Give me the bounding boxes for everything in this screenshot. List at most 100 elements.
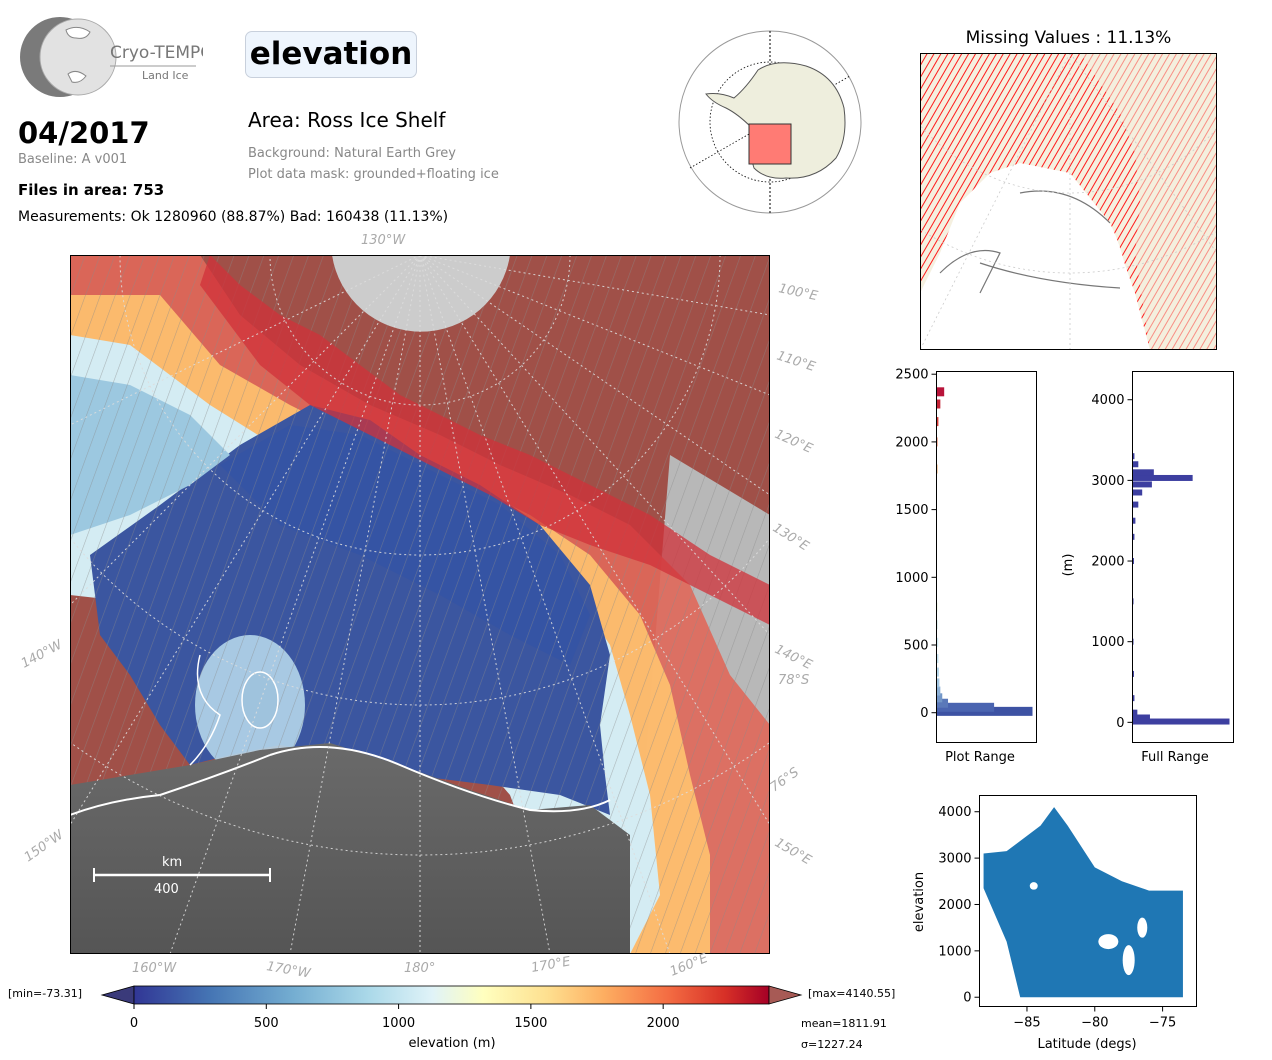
variable-badge: elevation xyxy=(245,31,417,78)
lon-label-180: 180° xyxy=(404,961,435,976)
hist-full-bar xyxy=(1132,533,1135,540)
lon-label-170e: 170°E xyxy=(530,954,572,976)
scale-unit: km xyxy=(162,855,182,870)
hist-full-bar xyxy=(1132,481,1152,488)
scatter-gap xyxy=(1122,945,1135,976)
hist-plot-bar xyxy=(936,698,949,708)
hist-plot-bar xyxy=(936,637,939,647)
hist-plot-bar xyxy=(936,702,995,712)
colorbar-sigma: σ=1227.24 xyxy=(801,1038,863,1051)
scatter-xlabel: Latitude (degs) xyxy=(1037,1037,1136,1052)
scale-value: 400 xyxy=(154,882,179,897)
colorbar-label: elevation (m) xyxy=(408,1036,496,1051)
hist-full-xlabel: Full Range xyxy=(1141,750,1209,765)
missing-values-map xyxy=(789,0,1272,351)
hist-plot-bar xyxy=(936,399,941,409)
hist-plot-bar xyxy=(936,417,939,427)
hist-plot-xlabel: Plot Range xyxy=(945,750,1015,765)
hist-full-bar xyxy=(1132,709,1138,716)
logo-title: Cryo-TEMPO xyxy=(110,43,203,63)
colorbar-min-label: [min=-73.31] xyxy=(8,987,83,1000)
lon-label-130w: 130°W xyxy=(361,233,406,248)
colorbar-tick: 0 xyxy=(130,1016,138,1031)
lon-label-100e: 100°E xyxy=(777,281,820,304)
cryo-tempo-logo: Cryo-TEMPO Land Ice xyxy=(18,16,214,100)
hist-plot-ytick: 500 xyxy=(904,639,929,654)
scatter-ylabel: elevation xyxy=(912,872,927,932)
hist-full-bar xyxy=(1132,474,1193,481)
hist-plot-ytick: 2500 xyxy=(895,368,928,383)
lat-label-76s: 76°S xyxy=(768,765,802,795)
scatter-gap xyxy=(1137,917,1148,938)
colorbar-over-arrow xyxy=(768,985,803,1005)
colorbar-tick: 2000 xyxy=(647,1016,680,1031)
scatter-ytick: 0 xyxy=(963,991,971,1006)
elevation-map: km 400 xyxy=(0,0,1021,955)
hist-full-bar xyxy=(1132,489,1143,496)
hist-full-bar xyxy=(1132,461,1139,468)
baseline-label: Baseline: A v001 xyxy=(18,152,128,167)
lon-label-160w: 160°W xyxy=(132,961,177,976)
lon-label-170w: 170°W xyxy=(265,959,312,982)
elevation-colorbar: 0 500 1000 1500 2000 xyxy=(100,984,805,1034)
hist-full-ylabel: (m) xyxy=(1061,554,1076,577)
lat-label-78s: 78°S xyxy=(778,673,809,688)
hist-plot-bar xyxy=(936,654,939,664)
scatter-xtick: −80 xyxy=(1081,1016,1108,1031)
scatter-xtick: −85 xyxy=(1013,1016,1040,1031)
lon-label-150e: 150°E xyxy=(772,835,814,868)
missing-values-title: Missing Values : 11.13% xyxy=(965,28,1172,48)
files-in-area: Files in area: 753 xyxy=(18,181,165,199)
hist-plot-bar xyxy=(936,602,938,612)
hist-full-bar xyxy=(1132,695,1135,702)
hist-plot-ytick: 1000 xyxy=(895,571,928,586)
lon-label-150w: 150°W xyxy=(22,827,68,865)
hist-full-ytick: 1000 xyxy=(1091,635,1124,650)
scatter-ytick: 2000 xyxy=(938,898,971,913)
hist-full-ytick: 4000 xyxy=(1091,393,1124,408)
hist-plot-bar xyxy=(936,693,943,703)
hist-plot-ytick: 2000 xyxy=(895,435,928,450)
hist-plot-bar xyxy=(936,686,941,696)
scatter-ytick: 3000 xyxy=(938,852,971,867)
elevation-latitude-scatter: −85 −80 −75 0 1000 2000 3000 4000 elevation Lat… xyxy=(905,790,1205,1055)
hist-full-ytick: 3000 xyxy=(1091,474,1124,489)
hist-plot-ytick: 0 xyxy=(920,706,928,721)
hist-full-bar xyxy=(1132,558,1134,565)
lon-label-160e: 160°E xyxy=(668,951,711,980)
area-name: Area: Ross Ice Shelf xyxy=(248,108,446,132)
scatter-gap xyxy=(1098,934,1119,950)
hist-full-bar xyxy=(1132,718,1230,725)
colorbar-tick: 500 xyxy=(254,1016,279,1031)
colorbar-mean: mean=1811.91 xyxy=(801,1017,887,1030)
colorbar-under-arrow xyxy=(100,985,135,1005)
hist-full-ytick: 2000 xyxy=(1091,555,1124,570)
hist-full-bar xyxy=(1132,670,1134,677)
hist-full-ytick: 0 xyxy=(1116,716,1124,731)
scatter-ytick: 1000 xyxy=(938,944,971,959)
scatter-point-cloud xyxy=(983,807,1183,998)
background-info: Background: Natural Earth Grey xyxy=(248,146,456,161)
lon-label-110e: 110°E xyxy=(775,349,818,376)
scatter-xtick: −75 xyxy=(1149,1016,1176,1031)
hist-full-bar xyxy=(1132,517,1136,524)
hist-full-bar xyxy=(1132,714,1150,721)
lon-label-120e: 120°E xyxy=(772,427,815,457)
hist-full-bar xyxy=(1132,501,1139,508)
mask-info: Plot data mask: grounded+floating ice xyxy=(248,167,499,182)
colorbar-max-label: [max=4140.55] xyxy=(808,987,896,1000)
histogram-plot-range: 0 500 1000 1500 2000 2500 Plot Range xyxy=(880,365,1060,770)
scatter-gap xyxy=(1029,882,1038,890)
hist-plot-bar xyxy=(936,678,940,688)
hist-plot-bar xyxy=(936,387,945,397)
hist-full-bar xyxy=(1132,453,1135,460)
colorbar-tick: 1000 xyxy=(382,1016,415,1031)
measurements-summary: Measurements: Ok 1280960 (88.87%) Bad: 1… xyxy=(18,209,449,225)
histogram-full-range: 0 1000 2000 3000 4000 (m) Full Range xyxy=(1060,365,1240,770)
period-date: 04/2017 xyxy=(18,116,150,150)
colorbar-tick: 1500 xyxy=(514,1016,547,1031)
hist-plot-bar xyxy=(936,620,938,630)
hist-plot-ytick: 1500 xyxy=(895,503,928,518)
scatter-ytick: 4000 xyxy=(938,805,971,820)
